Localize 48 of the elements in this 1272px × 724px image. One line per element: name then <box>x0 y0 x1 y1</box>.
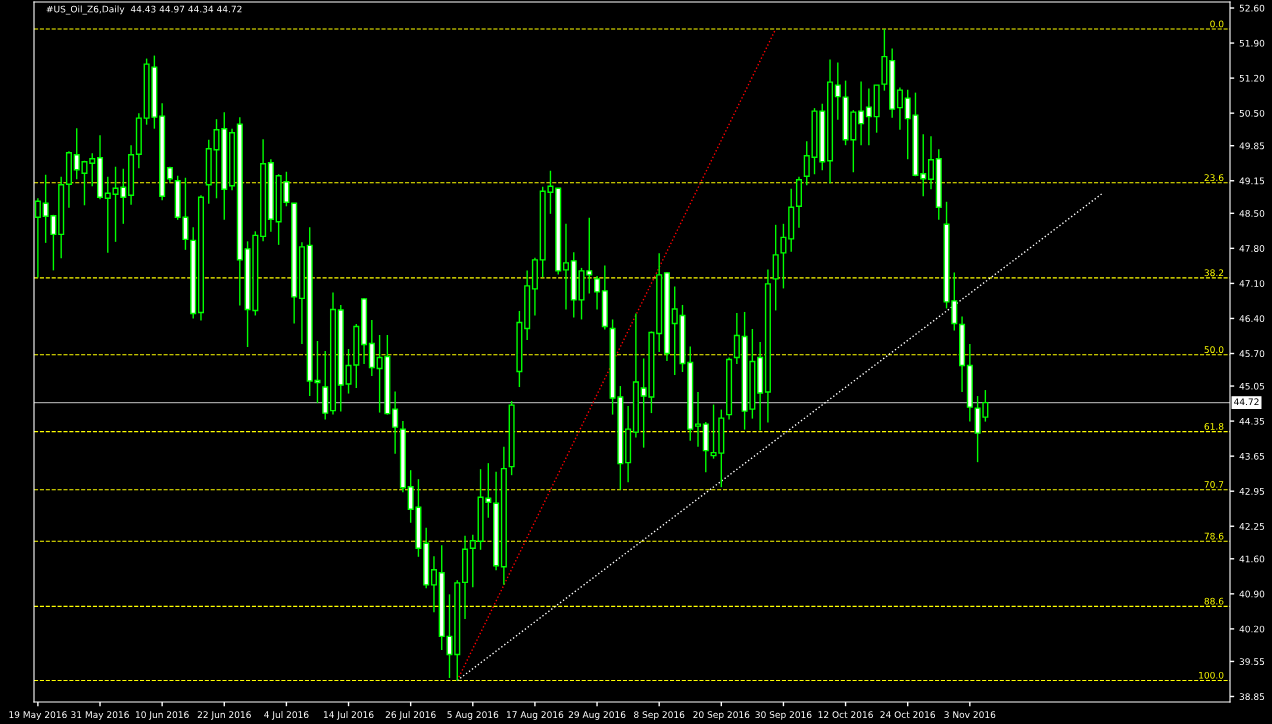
x-tick-label: 4 Jul 2016 <box>264 711 309 720</box>
y-tick-label: 42.25 <box>1239 522 1265 530</box>
y-tick-label: 43.65 <box>1239 452 1265 460</box>
y-tick-label: 41.60 <box>1239 555 1265 563</box>
x-tick-label: 26 Jul 2016 <box>385 711 436 720</box>
y-tick-label: 39.55 <box>1239 658 1265 665</box>
x-tick-label: 10 Jun 2016 <box>135 711 189 720</box>
annotation: 61.8 <box>1204 423 1224 430</box>
y-tick-label: 51.90 <box>1239 39 1265 47</box>
y-tick-label: 49.85 <box>1239 142 1265 150</box>
y-tick-label: 51.20 <box>1239 74 1265 82</box>
annotation: 50.0 <box>1204 346 1224 353</box>
y-tick-label: 45.70 <box>1239 350 1265 358</box>
x-tick-label: 30 Sep 2016 <box>755 711 812 720</box>
annotation: 70.7 <box>1204 481 1224 488</box>
y-tick-label: 45.05 <box>1239 382 1265 390</box>
y-tick-label: 47.80 <box>1239 245 1265 252</box>
annotation: 100.0 <box>1199 671 1224 679</box>
annotation: 78.6 <box>1204 532 1224 540</box>
ref-line-label: 44.72 <box>1234 398 1259 406</box>
y-tick-label: 49.15 <box>1239 177 1265 185</box>
x-tick-label: 19 May 2016 <box>9 711 67 720</box>
y-tick-label: 46.40 <box>1239 315 1265 323</box>
y-tick-label: 52.60 <box>1239 4 1265 12</box>
y-tick-label: 47.10 <box>1239 280 1265 287</box>
x-tick-label: 22 Jun 2016 <box>197 711 251 720</box>
x-tick-label: 8 Sep 2016 <box>634 711 685 720</box>
y-tick-label: 40.90 <box>1239 590 1265 598</box>
annotation: 23.6 <box>1204 174 1224 182</box>
y-tick-label: 44.35 <box>1239 417 1265 425</box>
x-tick-label: 14 Jul 2016 <box>323 711 374 720</box>
y-tick-label: 50.50 <box>1239 109 1265 117</box>
annotation: 88.6 <box>1204 597 1224 605</box>
x-tick-label: 20 Sep 2016 <box>693 711 750 720</box>
x-tick-label: 5 Aug 2016 <box>447 711 499 720</box>
annotation: 0.0 <box>1210 20 1224 28</box>
x-tick-label: 12 Oct 2016 <box>818 711 873 719</box>
y-tick-label: 42.95 <box>1239 487 1265 495</box>
y-tick-label: 40.20 <box>1239 625 1265 633</box>
chart-title: #US_Oil_Z6,Daily 44.43 44.97 44.34 44.72 <box>46 5 242 15</box>
y-tick-label: 38.85 <box>1239 693 1265 701</box>
x-tick-label: 31 May 2016 <box>71 711 129 720</box>
x-tick-label: 29 Aug 2016 <box>568 711 626 720</box>
y-tick-label: 48.50 <box>1239 210 1265 217</box>
x-tick-label: 24 Oct 2016 <box>880 711 936 719</box>
x-tick-label: 17 Aug 2016 <box>507 711 564 720</box>
x-tick-label: 3 Nov 2016 <box>944 711 996 719</box>
annotation: 38.2 <box>1204 269 1224 277</box>
